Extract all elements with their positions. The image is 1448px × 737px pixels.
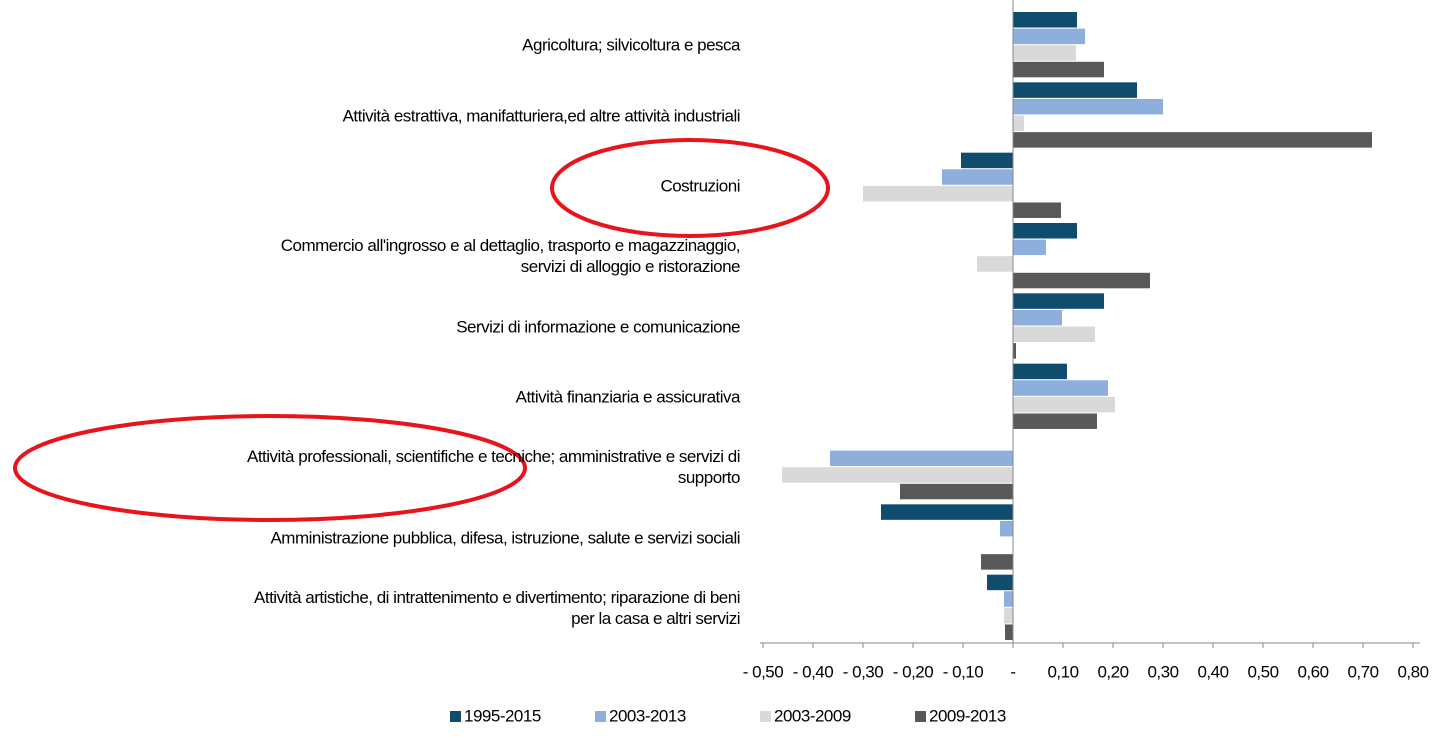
- bar: [977, 256, 1013, 272]
- legend-label: 1995-2015: [464, 706, 541, 725]
- bar: [881, 504, 1013, 520]
- x-tick-label: 0,30: [1147, 662, 1178, 681]
- y-tick-label: Servizi di informazione e comunicazione: [456, 317, 740, 336]
- x-tick-label: - 0,20: [893, 662, 934, 681]
- y-tick-label: Attività estrattiva, manifatturiera,ed a…: [342, 106, 741, 125]
- bar: [1013, 202, 1061, 218]
- bar: [1013, 82, 1137, 98]
- bar: [782, 467, 1013, 483]
- x-tick-label: 0,40: [1197, 662, 1228, 681]
- bar: [1013, 380, 1108, 396]
- y-tick-label: Amministrazione pubblica, difesa, istruz…: [270, 528, 740, 547]
- bar: [1004, 591, 1013, 607]
- bar: [1013, 309, 1062, 326]
- highlight-ellipse: [13, 414, 527, 522]
- bar: [1013, 28, 1085, 45]
- bar: [1013, 326, 1095, 343]
- bar: [1013, 396, 1115, 413]
- bar: [830, 450, 1013, 467]
- x-tick-label: 0,80: [1397, 662, 1428, 681]
- highlight-ellipse: [550, 138, 830, 238]
- x-tick-label: - 0,50: [743, 662, 784, 681]
- bar: [1005, 624, 1013, 640]
- legend-swatch: [450, 711, 461, 722]
- y-tick-label: Attività artistiche, di intrattenimento …: [254, 587, 740, 628]
- legend-swatch: [595, 711, 606, 722]
- bar: [1013, 363, 1067, 380]
- bar: [900, 483, 1013, 500]
- bar: [987, 574, 1013, 591]
- legend-label: 2009-2013: [929, 706, 1006, 725]
- x-tick-label: 0,20: [1097, 662, 1128, 681]
- bar: [981, 554, 1013, 570]
- bar: [1013, 12, 1077, 28]
- x-tick-label: - 0,40: [793, 662, 834, 681]
- bar: [1013, 98, 1163, 115]
- x-tick-label: 0,10: [1047, 662, 1078, 681]
- bar: [1004, 607, 1013, 624]
- y-tick-label: Agricoltura; silvicoltura e pesca: [522, 35, 740, 55]
- x-tick-label: - 0,10: [943, 662, 984, 681]
- legend-label: 2003-2013: [609, 706, 686, 725]
- legend-label: 2003-2009: [774, 706, 851, 725]
- bar: [1013, 132, 1372, 148]
- bar: [1013, 45, 1076, 61]
- legend-swatch: [915, 711, 926, 722]
- bar: [863, 185, 1013, 202]
- y-tick-label: Costruzioni: [660, 176, 740, 196]
- y-tick-label: Attività finanziaria e assicurativa: [515, 387, 741, 407]
- bar: [1013, 61, 1104, 78]
- bar: [1013, 115, 1024, 132]
- x-tick-label: - 0,30: [843, 662, 884, 681]
- x-tick-label: 0,70: [1347, 662, 1378, 681]
- bar: [961, 152, 1013, 169]
- x-tick-label: 0,60: [1297, 662, 1328, 681]
- y-tick-label: Commercio all'ingrosso e al dettaglio, t…: [280, 236, 741, 277]
- legend-swatch: [760, 711, 771, 722]
- bar: [1013, 223, 1077, 239]
- bar: [1000, 520, 1013, 537]
- x-tick-label: 0,50: [1247, 662, 1278, 681]
- y-tick-label: Attività professionali, scientifiche e t…: [247, 447, 741, 488]
- bar: [1013, 239, 1046, 256]
- bar: [942, 169, 1013, 185]
- x-tick-label: -: [1010, 662, 1015, 681]
- bar: [1013, 413, 1097, 429]
- bar: [1013, 272, 1150, 289]
- bar: [1013, 343, 1016, 359]
- bar: [1013, 293, 1104, 309]
